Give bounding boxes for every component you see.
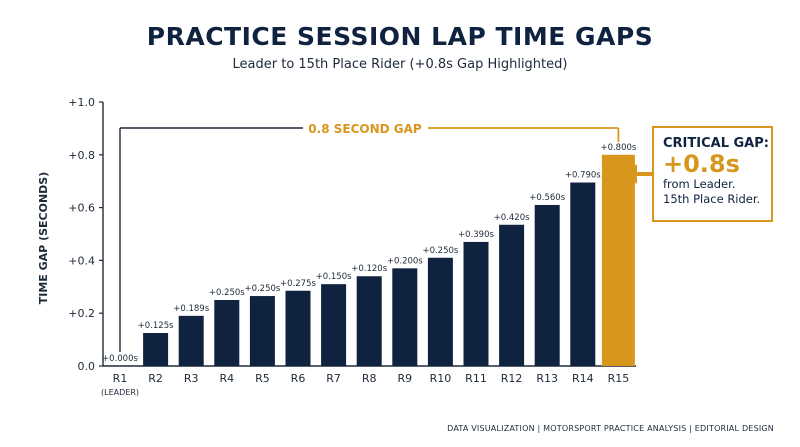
data-label: +0.800s bbox=[600, 143, 636, 153]
y-tick-label: +0.6 bbox=[68, 202, 95, 215]
callout-line-1: from Leader. bbox=[663, 177, 736, 191]
x-tick-label: R4 bbox=[219, 372, 234, 385]
data-label: +0.250s bbox=[209, 288, 245, 298]
x-tick-label: R12 bbox=[501, 372, 523, 385]
callout-arrow-head bbox=[624, 164, 637, 184]
x-tick-label: R3 bbox=[184, 372, 199, 385]
data-label: +0.560s bbox=[529, 193, 565, 203]
y-tick-label: 0.0 bbox=[78, 360, 96, 373]
x-tick-label: R9 bbox=[397, 372, 412, 385]
data-label: +0.000s bbox=[102, 354, 138, 364]
footer-credit: DATA VISUALIZATION | MOTORSPORT PRACTICE… bbox=[447, 424, 774, 433]
data-label: +0.250s bbox=[422, 246, 458, 256]
bar bbox=[356, 276, 382, 366]
y-axis-title: TIME GAP (SECONDS) bbox=[37, 172, 50, 305]
data-label: +0.790s bbox=[565, 171, 601, 181]
data-label: +0.150s bbox=[316, 272, 352, 282]
y-tick-label: +0.8 bbox=[68, 149, 95, 162]
chart-title: PRACTICE SESSION LAP TIME GAPS bbox=[146, 22, 654, 51]
bar bbox=[427, 257, 453, 366]
x-tick-label: R15 bbox=[608, 372, 630, 385]
bar bbox=[392, 268, 418, 366]
x-tick-label: R11 bbox=[465, 372, 487, 385]
data-label: +0.189s bbox=[173, 304, 209, 314]
callout-title: CRITICAL GAP: bbox=[663, 136, 769, 151]
bar bbox=[570, 182, 596, 366]
bar bbox=[601, 154, 635, 366]
data-label: +0.275s bbox=[280, 279, 316, 289]
bracket-label: 0.8 SECOND GAP bbox=[308, 122, 422, 136]
x-tick-label: R2 bbox=[148, 372, 163, 385]
bar bbox=[143, 333, 169, 366]
data-label: +0.125s bbox=[138, 321, 174, 331]
bar bbox=[463, 241, 489, 366]
y-tick-label: +1.0 bbox=[68, 96, 95, 109]
x-tick-label: R6 bbox=[291, 372, 306, 385]
x-tick-label: R10 bbox=[430, 372, 452, 385]
y-tick-label: +0.4 bbox=[68, 254, 95, 267]
data-label: +0.120s bbox=[351, 264, 387, 274]
y-tick-label: +0.2 bbox=[68, 307, 95, 320]
bar bbox=[534, 204, 560, 366]
x-tick-label: R8 bbox=[362, 372, 377, 385]
callout-value: +0.8s bbox=[663, 150, 740, 178]
x-tick-sublabel: (LEADER) bbox=[101, 388, 139, 397]
critical-gap-callout: CRITICAL GAP: +0.8s from Leader. 15th Pl… bbox=[652, 126, 773, 222]
x-tick-label: R14 bbox=[572, 372, 594, 385]
data-label: +0.390s bbox=[458, 230, 494, 240]
chart-subtitle: Leader to 15th Place Rider (+0.8s Gap Hi… bbox=[232, 57, 568, 72]
x-tick-label: R13 bbox=[536, 372, 558, 385]
x-tick-label: R5 bbox=[255, 372, 270, 385]
bar bbox=[178, 315, 204, 366]
bar bbox=[499, 224, 525, 366]
data-label: +0.420s bbox=[494, 213, 530, 223]
x-tick-label: R7 bbox=[326, 372, 341, 385]
bar bbox=[285, 290, 311, 366]
bar bbox=[214, 300, 240, 366]
data-label: +0.200s bbox=[387, 256, 423, 266]
data-label: +0.250s bbox=[244, 284, 280, 294]
callout-line-2: 15th Place Rider. bbox=[663, 192, 761, 206]
x-tick-label: R1 bbox=[113, 372, 128, 385]
bar bbox=[249, 296, 275, 366]
bar bbox=[321, 284, 347, 366]
